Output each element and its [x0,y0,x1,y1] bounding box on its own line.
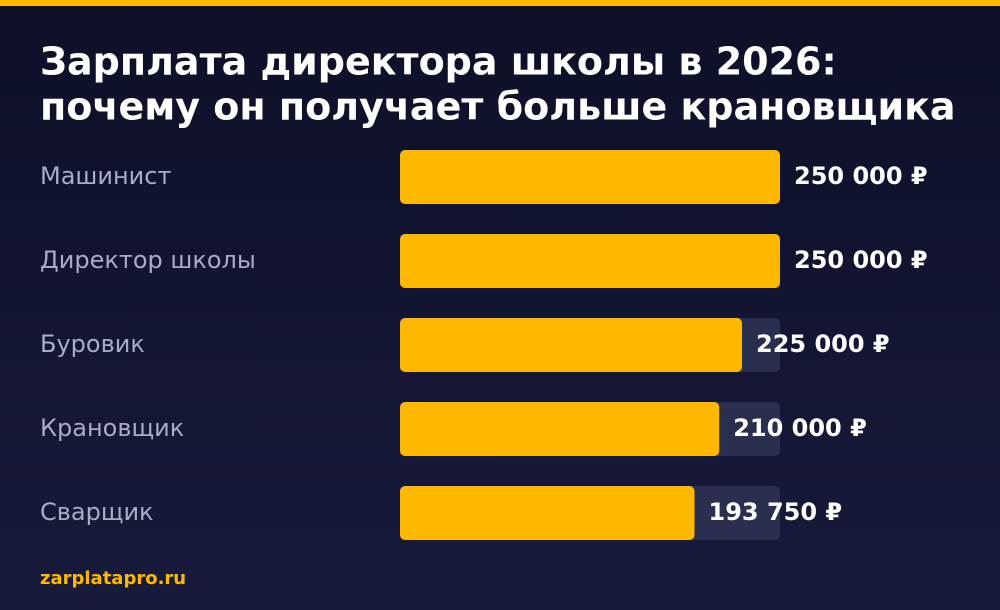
bar [400,486,695,540]
bar [400,150,780,204]
chart-title: Зарплата директора школы в 2026: [40,40,837,84]
value-label: 250 000 ₽ [794,162,928,190]
category-label: Машинист [40,162,171,190]
category-label: Директор школы [40,246,256,274]
chart-title: почему он получает больше крановщика [40,85,956,129]
top-stripe [0,0,1000,6]
footer: zarplatapro.ru [40,568,186,589]
bar [400,234,780,288]
value-label: 225 000 ₽ [756,330,890,358]
category-label: Сварщик [40,498,154,526]
category-label: Крановщик [40,414,184,442]
bar [400,318,742,372]
value-label: 250 000 ₽ [794,246,928,274]
bar [400,402,720,456]
value-label: 210 000 ₽ [733,414,867,442]
category-label: Буровик [40,330,145,358]
value-label: 193 750 ₽ [709,498,843,526]
